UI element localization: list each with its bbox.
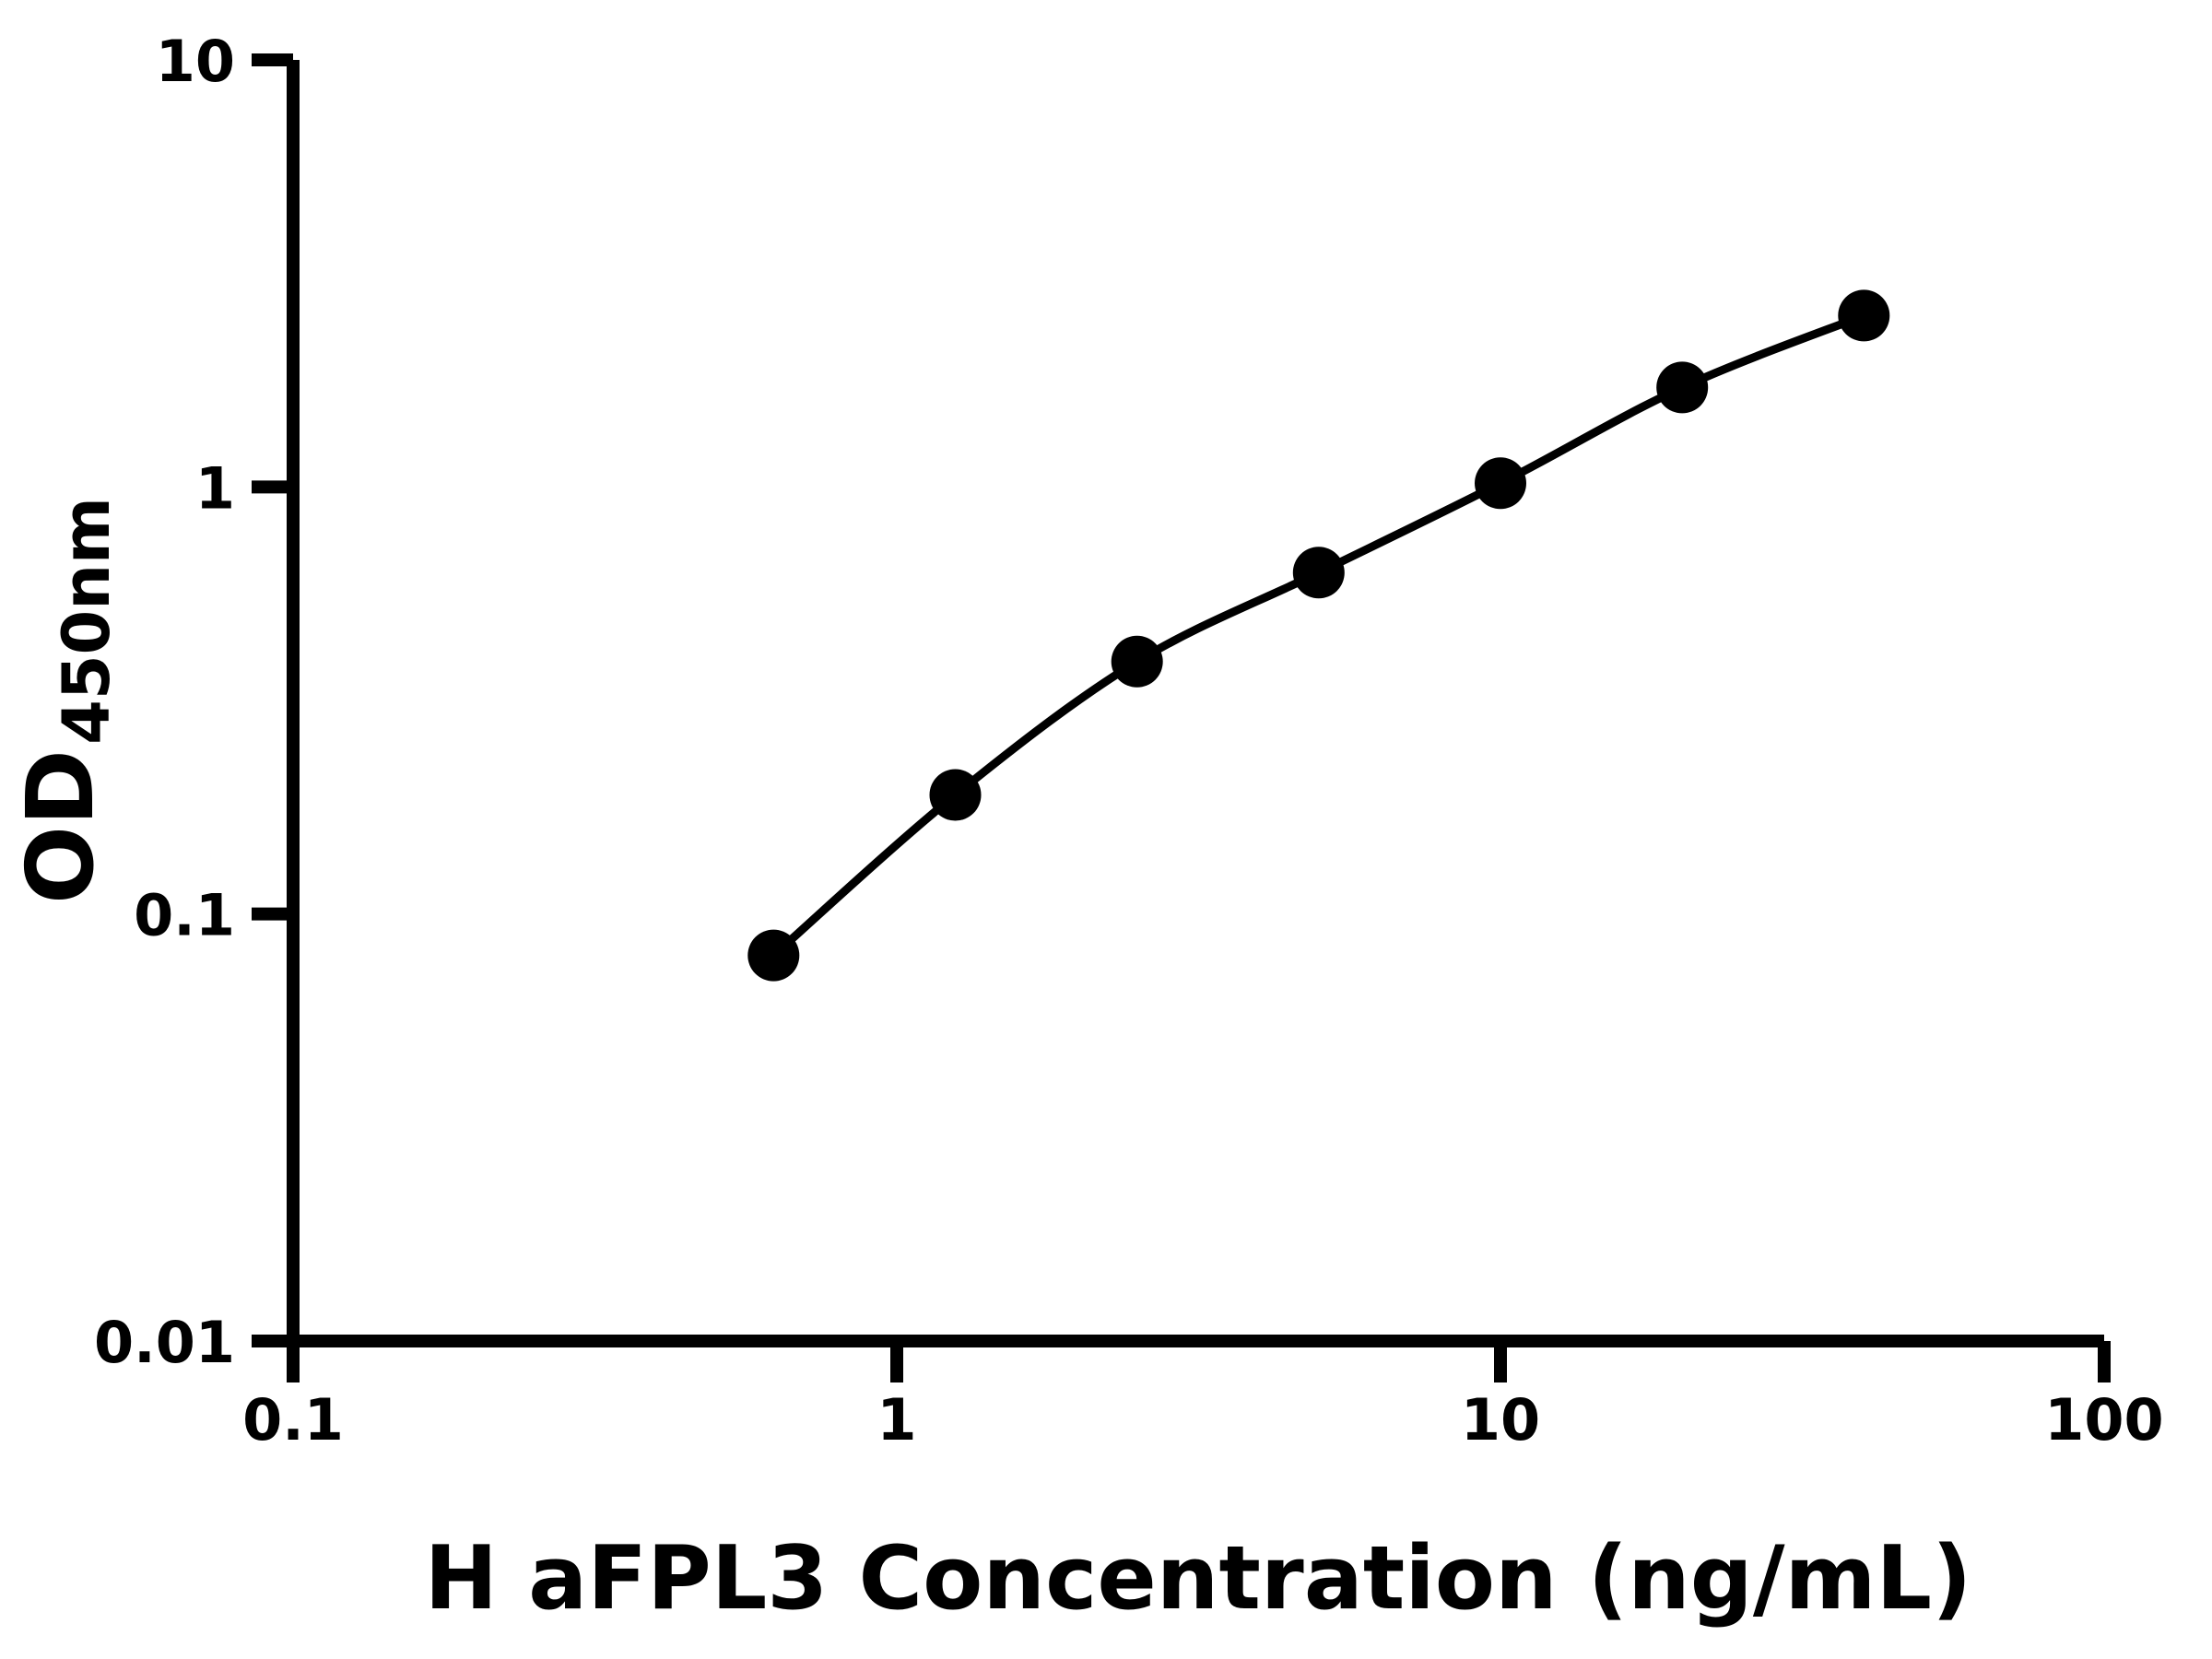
- data-point-marker: [1656, 361, 1709, 414]
- y-axis-title-subscript: 450nm: [49, 497, 124, 745]
- y-tick-label: 1: [195, 454, 235, 522]
- y-tick-label: 0.01: [94, 1309, 235, 1376]
- x-tick-label: 100: [2044, 1386, 2163, 1453]
- x-tick-label: 10: [1461, 1386, 1540, 1453]
- data-point-marker: [1475, 457, 1526, 510]
- axis-spines: [287, 60, 2104, 1347]
- x-axis-title: H aFPL3 Concentration (ng/mL): [425, 1528, 1972, 1630]
- data-point-marker: [747, 929, 800, 982]
- y-axis-title: OD 450nm: [6, 497, 124, 904]
- y-tick-label: 0.1: [134, 882, 235, 949]
- data-point-marker: [1111, 635, 1163, 688]
- x-tick-label: 0.1: [242, 1386, 344, 1453]
- x-tick-label: 1: [877, 1386, 916, 1453]
- data-point-marker: [1292, 547, 1345, 599]
- data-point-marker: [929, 769, 982, 821]
- fit-curve: [769, 311, 1868, 960]
- y-tick-label: 10: [156, 28, 235, 95]
- y-axis-title-main: OD: [6, 749, 114, 904]
- data-point-marker: [1838, 289, 1890, 342]
